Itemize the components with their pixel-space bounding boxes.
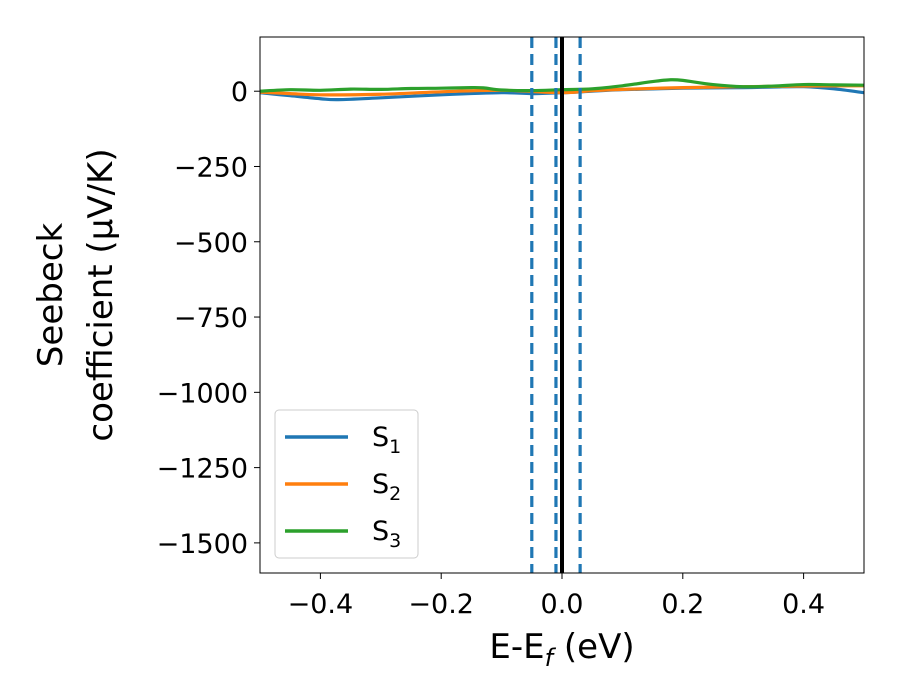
y-axis-title-line2: coefficient (μV/K) bbox=[81, 148, 121, 441]
y-axis-title-line1: Seebeck bbox=[31, 223, 71, 368]
legend-label-1: S1 bbox=[372, 422, 401, 458]
x-tick-label: 0.4 bbox=[782, 589, 825, 620]
x-tick-label: 0.0 bbox=[541, 589, 584, 620]
y-tick-label: −500 bbox=[174, 228, 248, 259]
legend-label-2: S2 bbox=[372, 469, 401, 505]
y-tick-label: −1250 bbox=[157, 454, 248, 485]
x-axis-title-tail: (eV) bbox=[553, 627, 635, 667]
y-tick-label: −1500 bbox=[157, 529, 248, 560]
x-tick-label: −0.2 bbox=[408, 589, 474, 620]
x-tick-label: −0.4 bbox=[288, 589, 354, 620]
x-tick-label: 0.2 bbox=[661, 589, 704, 620]
y-tick-label: −750 bbox=[174, 303, 248, 334]
y-tick-label: −250 bbox=[174, 152, 248, 183]
vertical-lines-layer bbox=[530, 37, 582, 573]
legend-label-3: S3 bbox=[372, 516, 401, 552]
y-axis-title: Seebeck coefficient (μV/K) bbox=[31, 148, 121, 441]
x-axis-title-main: E-E bbox=[489, 627, 544, 667]
y-ticks: 0 −250 −500 −750 −1000 −1250 −1500 bbox=[157, 77, 260, 560]
legend: S1 S2 S3 bbox=[274, 409, 419, 559]
legend-items: S1 S2 S3 bbox=[285, 422, 401, 552]
y-tick-label: −1000 bbox=[157, 378, 248, 409]
x-axis-title: E-Ef (eV) bbox=[489, 627, 634, 672]
x-ticks: −0.4 −0.2 0.0 0.2 0.4 bbox=[288, 573, 825, 620]
y-tick-label: 0 bbox=[231, 77, 248, 108]
